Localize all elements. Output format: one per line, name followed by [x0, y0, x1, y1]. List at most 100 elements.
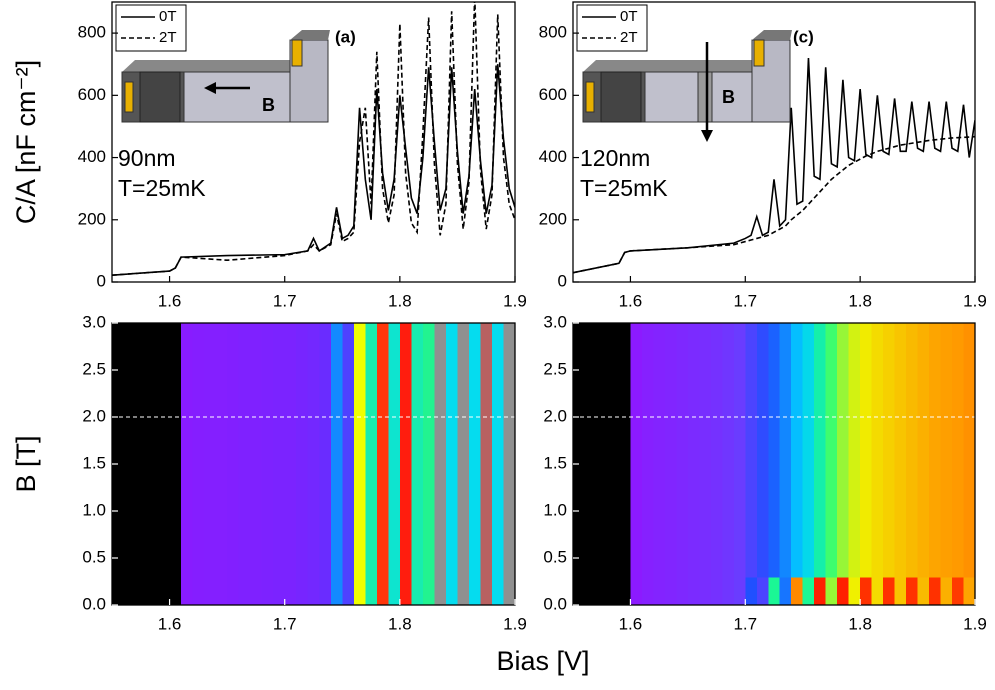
heatmap-cell — [860, 323, 873, 578]
heatmap-cell — [491, 323, 505, 606]
heatmap-cell — [123, 323, 136, 606]
heatmap-cell — [848, 576, 861, 606]
heatmap-cell — [158, 323, 171, 606]
inset-contact — [291, 39, 303, 67]
inset-label: B — [722, 87, 735, 107]
inset-shape — [139, 71, 181, 123]
y-tick-label: 1.5 — [82, 453, 106, 472]
heatmap-cell — [687, 323, 700, 578]
y-tick-label: 2.5 — [543, 359, 567, 378]
heatmap-cell — [411, 323, 424, 606]
annotation: 90nm — [118, 145, 176, 171]
legend-box — [115, 4, 187, 52]
data-line — [573, 57, 975, 274]
heatmap-cell — [641, 323, 654, 578]
y-tick-label: 0 — [558, 271, 567, 290]
heatmap-cell — [307, 323, 320, 606]
inset-shape — [600, 71, 642, 123]
heatmap — [112, 323, 516, 606]
x-tick-label: 1.9 — [963, 291, 987, 310]
heatmap-cell — [906, 576, 919, 606]
y-tick-label: 0.5 — [82, 547, 106, 566]
heatmap-cell — [756, 323, 769, 578]
heatmap-cell — [883, 576, 896, 606]
heatmap-cell — [468, 323, 482, 606]
x-tick-label: 1.6 — [158, 614, 182, 633]
heatmap-cell — [169, 323, 182, 606]
y-tick-label: 800 — [539, 23, 567, 42]
heatmap-cell — [952, 323, 965, 578]
heatmap-cell — [181, 323, 194, 606]
heatmap-cell — [146, 323, 159, 606]
heatmap-cell — [848, 323, 861, 578]
inset-schematic: B — [582, 30, 792, 142]
heatmap-cell — [710, 576, 723, 606]
heatmap-cell — [860, 576, 873, 606]
y-tick-label: 1.0 — [543, 500, 567, 519]
heatmap-cell — [768, 576, 781, 606]
x-tick-label: 1.6 — [619, 291, 643, 310]
plot-lines — [112, 2, 515, 276]
heatmap-cell — [871, 323, 884, 578]
heatmap-cell — [871, 576, 884, 606]
heatmap-cell — [963, 576, 976, 606]
inset-contact — [124, 81, 134, 113]
heatmap-cell — [342, 323, 355, 606]
inset-label: B — [262, 95, 275, 115]
heatmap-cell — [227, 323, 240, 606]
heatmap-cell — [584, 323, 597, 578]
y-axis-label: B [T] — [11, 435, 41, 492]
heatmap-cell — [595, 576, 609, 606]
y-tick-label: 800 — [78, 23, 106, 42]
heatmap-cell — [917, 323, 930, 578]
heatmap-cell — [814, 576, 827, 606]
legend-label: 0T — [620, 8, 638, 25]
heatmap-cell — [653, 576, 666, 606]
y-tick-label: 0.0 — [543, 594, 567, 613]
y-tick-label: 3.0 — [543, 312, 567, 331]
heatmap-cell — [112, 323, 125, 606]
heatmap-cell — [917, 576, 930, 606]
y-tick-label: 2.0 — [82, 406, 106, 425]
heatmap-cell — [607, 323, 620, 578]
heatmap-cell — [756, 576, 769, 606]
y-tick-label: 2.5 — [82, 359, 106, 378]
plot-frame — [111, 1, 516, 283]
inset-arrow-head — [701, 130, 713, 142]
y-tick-label: 3.0 — [82, 312, 106, 331]
heatmap-cell — [676, 323, 689, 578]
x-tick-label: 1.7 — [733, 614, 757, 633]
heatmap-cell — [630, 576, 643, 606]
x-tick-label: 1.8 — [388, 291, 412, 310]
y-tick-label: 400 — [539, 147, 567, 166]
legend-label: 0T — [159, 8, 177, 25]
heatmap-cell — [353, 323, 366, 606]
heatmap-cell — [457, 323, 470, 606]
x-tick-label: 1.6 — [158, 291, 182, 310]
heatmap-cell — [722, 576, 735, 606]
heatmap-cell — [779, 576, 792, 606]
heatmap-cell — [837, 323, 850, 578]
x-tick-label: 1.9 — [963, 614, 987, 633]
heatmap-cell — [825, 323, 838, 578]
heatmap-cell — [745, 576, 758, 606]
heatmap-cell — [699, 576, 712, 606]
heatmap-cell — [906, 323, 919, 578]
y-tick-label: 0 — [97, 271, 106, 290]
plot-frame — [572, 1, 976, 283]
heatmap-cell — [676, 576, 689, 606]
y-tick-label: 200 — [78, 209, 106, 228]
inset-contact — [753, 39, 765, 67]
inset-schematic: B — [121, 30, 330, 123]
heatmap-cell — [630, 323, 643, 578]
panel-label: (b) — [120, 334, 142, 353]
panel-label: (c) — [793, 27, 814, 46]
data-line — [573, 135, 975, 274]
y-tick-label: 600 — [539, 85, 567, 104]
heatmap-cell — [422, 323, 435, 606]
heatmap-cell — [641, 576, 654, 606]
heatmap-cell — [192, 323, 205, 606]
heatmap-cell — [779, 323, 792, 578]
heatmap-cell — [584, 576, 597, 606]
